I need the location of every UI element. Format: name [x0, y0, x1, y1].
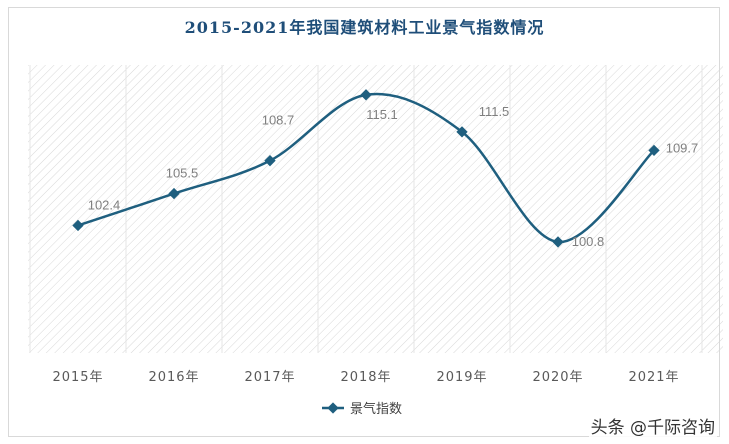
data-label: 105.5 — [166, 166, 199, 181]
legend-marker-swatch — [327, 402, 339, 414]
data-label: 109.7 — [666, 140, 699, 155]
data-label: 102.4 — [88, 197, 121, 212]
data-label: 100.8 — [572, 234, 605, 249]
data-point-marker — [456, 126, 468, 138]
chart-title: 2015-2021年我国建筑材料工业景气指数情况 — [184, 18, 545, 37]
x-tick-label: 2015年 — [52, 370, 103, 385]
data-label: 111.5 — [479, 104, 510, 119]
x-tick-label: 2021年 — [628, 370, 679, 385]
data-label: 108.7 — [262, 113, 295, 128]
watermark: 头条 @千际咨询 — [588, 413, 717, 438]
data-point-marker — [168, 187, 180, 200]
data-label: 115.1 — [366, 107, 398, 122]
data-point-marker — [264, 155, 276, 167]
x-tick-label: 2017年 — [244, 370, 295, 385]
x-tick-label: 2016年 — [148, 370, 199, 385]
x-tick-label: 2019年 — [436, 370, 487, 385]
legend: 景气指数 — [322, 401, 402, 417]
data-point-marker — [648, 144, 660, 157]
x-tick-label: 2018年 — [340, 370, 391, 385]
data-point-marker — [552, 236, 564, 248]
x-tick-label: 2020年 — [532, 370, 583, 385]
legend-label: 景气指数 — [350, 401, 402, 417]
